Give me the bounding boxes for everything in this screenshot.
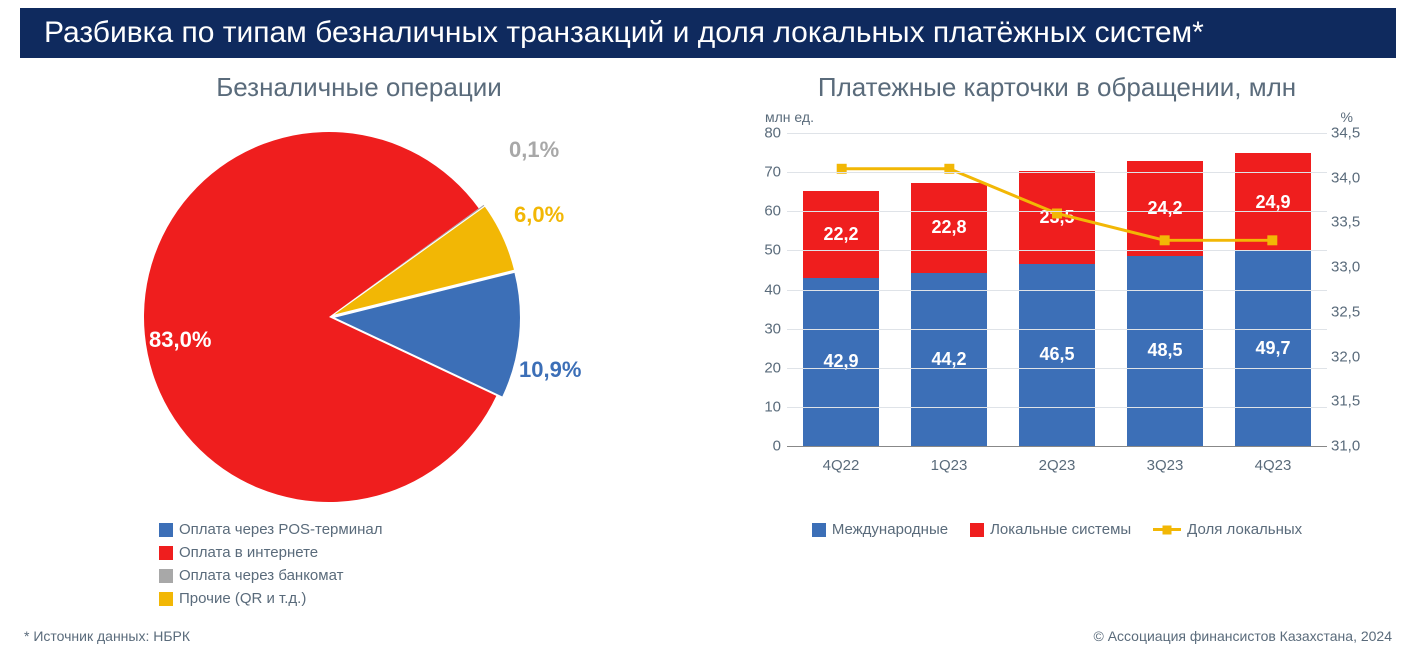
legend-item: Оплата через POS-терминал <box>159 521 399 538</box>
legend-item: Оплата в интернете <box>159 544 399 561</box>
gridline <box>787 133 1327 134</box>
legend-item: Оплата через банкомат <box>159 567 399 584</box>
ytick-right: 34,5 <box>1331 125 1371 142</box>
legend-item: Доля локальных <box>1153 521 1302 538</box>
bar-seg-local: 24,9 <box>1235 153 1311 251</box>
legend-item: Международные <box>812 521 948 538</box>
legend-swatch <box>1153 528 1181 531</box>
legend-swatch <box>159 523 173 537</box>
ytick-left: 10 <box>753 398 781 415</box>
bar-seg-local: 24,2 <box>1127 161 1203 256</box>
ytick-left: 80 <box>753 125 781 142</box>
ytick-left: 40 <box>753 281 781 298</box>
legend-item: Локальные системы <box>970 521 1131 538</box>
legend-label: Оплата через POS-терминал <box>179 521 382 538</box>
right-axis-unit: % <box>1341 109 1353 125</box>
legend-label: Международные <box>832 521 948 538</box>
gridline <box>787 250 1327 251</box>
pie-panel: Безналичные операции 10,9%83,0%0,1%6,0% … <box>20 72 698 607</box>
x-category: 4Q22 <box>823 457 860 474</box>
bar-seg-intl: 46,5 <box>1019 264 1095 447</box>
bar-group: 24,949,74Q23 <box>1235 153 1311 446</box>
bar-group: 23,546,52Q23 <box>1019 171 1095 446</box>
ytick-left: 60 <box>753 203 781 220</box>
bar-seg-intl: 49,7 <box>1235 251 1311 446</box>
legend-swatch <box>159 546 173 560</box>
pie-data-label: 83,0% <box>149 327 211 353</box>
ytick-right: 31,0 <box>1331 438 1371 455</box>
ytick-right: 32,5 <box>1331 303 1371 320</box>
bar-seg-intl: 44,2 <box>911 273 987 446</box>
ytick-left: 30 <box>753 320 781 337</box>
pie-legend: Оплата через POS-терминал Оплата в интерн… <box>79 521 639 607</box>
gridline <box>787 407 1327 408</box>
plot-area: 22,242,94Q2222,844,21Q2323,546,52Q2324,2… <box>787 133 1327 447</box>
bar-legend: Международные Локальные системы Доля локал… <box>812 521 1302 538</box>
pie-chart: 10,9% 83,0% 0,1% 6,0% <box>79 107 639 507</box>
gridline <box>787 290 1327 291</box>
ytick-right: 31,5 <box>1331 393 1371 410</box>
ytick-left: 20 <box>753 359 781 376</box>
x-category: 1Q23 <box>931 457 968 474</box>
legend-swatch <box>812 523 826 537</box>
bar-group: 24,248,53Q23 <box>1127 161 1203 446</box>
ytick-right: 33,0 <box>1331 259 1371 276</box>
ytick-right: 34,0 <box>1331 169 1371 186</box>
ytick-right: 33,5 <box>1331 214 1371 231</box>
ytick-left: 0 <box>753 438 781 455</box>
legend-swatch <box>970 523 984 537</box>
gridline <box>787 329 1327 330</box>
legend-label: Локальные системы <box>990 521 1131 538</box>
pie-data-label: 6,0% <box>514 202 564 228</box>
pie-data-label: 10,9% <box>519 357 581 383</box>
x-category: 2Q23 <box>1039 457 1076 474</box>
legend-swatch <box>159 592 173 606</box>
bar-seg-local: 22,2 <box>803 191 879 278</box>
legend-label: Оплата через банкомат <box>179 567 343 584</box>
x-category: 4Q23 <box>1255 457 1292 474</box>
ytick-left: 70 <box>753 164 781 181</box>
gridline <box>787 211 1327 212</box>
pie-data-label: 0,1% <box>509 137 559 163</box>
bar-title: Платежные карточки в обращении, млн <box>818 72 1296 103</box>
legend-label: Прочие (QR и т.д.) <box>179 590 306 607</box>
bar-chart: млн ед. % 22,242,9 4Q22 22,844,2 1Q23 23,546… <box>727 107 1387 507</box>
gridline <box>787 368 1327 369</box>
x-category: 3Q23 <box>1147 457 1184 474</box>
ytick-left: 50 <box>753 242 781 259</box>
pie-title: Безналичные операции <box>216 72 502 103</box>
bar-seg-intl: 48,5 <box>1127 256 1203 446</box>
legend-label: Доля локальных <box>1187 521 1302 538</box>
bar-panel: Платежные карточки в обращении, млн млн … <box>718 72 1396 607</box>
panels: Безналичные операции 10,9%83,0%0,1%6,0% … <box>0 58 1416 607</box>
legend-item: Прочие (QR и т.д.) <box>159 590 399 607</box>
page-title: Разбивка по типам безналичных транзакций… <box>20 8 1396 58</box>
ytick-right: 32,0 <box>1331 348 1371 365</box>
left-axis-unit: млн ед. <box>765 109 814 125</box>
legend-swatch <box>159 569 173 583</box>
legend-label: Оплата в интернете <box>179 544 318 561</box>
bar-seg-intl: 42,9 <box>803 278 879 446</box>
gridline <box>787 172 1327 173</box>
bar-seg-local: 22,8 <box>911 183 987 272</box>
